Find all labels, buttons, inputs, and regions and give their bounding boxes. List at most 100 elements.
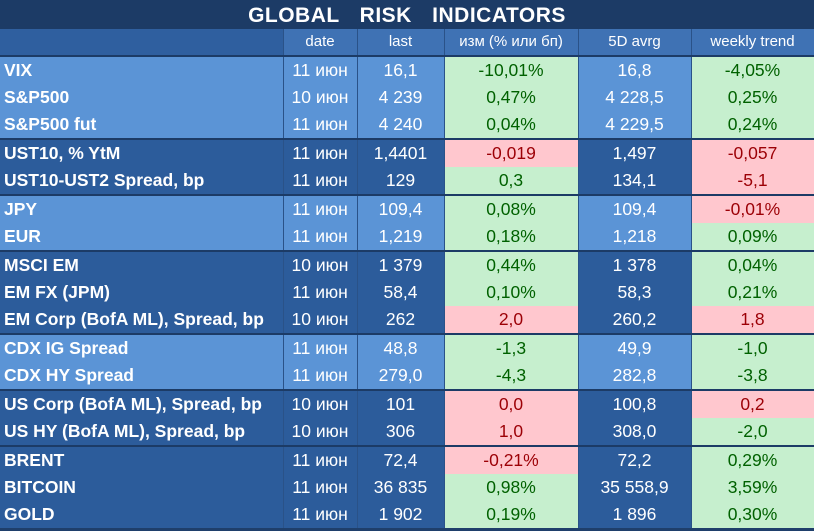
5d-average-cell: 1 378 — [578, 250, 692, 279]
date-cell: 11 июн — [283, 279, 358, 306]
indicator-name: GOLD — [0, 501, 284, 528]
date-cell: 11 июн — [283, 223, 358, 251]
weekly-trend-cell: 0,25% — [691, 84, 814, 111]
last-value-cell: 72,4 — [357, 445, 445, 474]
date-cell: 10 июн — [283, 389, 358, 418]
header-date: date — [283, 29, 358, 57]
table-row: CDX IG Spread 11 июн 48,8 -1,3 49,9 -1,0 — [0, 333, 814, 362]
table-row: US HY (BofA ML), Spread, bp 10 июн 306 1,0 3… — [0, 418, 814, 446]
indicator-name: BRENT — [0, 445, 284, 474]
last-value-cell: 58,4 — [357, 279, 445, 306]
weekly-trend-cell: 0,24% — [691, 111, 814, 139]
table-row: EM Corp (BofA ML), Spread, bp 10 июн 262 2,… — [0, 306, 814, 334]
last-value-cell: 36 835 — [357, 474, 445, 501]
5d-average-cell: 1 896 — [578, 501, 692, 528]
weekly-trend-cell: -5,1 — [691, 167, 814, 195]
table-row: MSCI EM 10 июн 1 379 0,44% 1 378 0,04% — [0, 250, 814, 279]
weekly-trend-cell: 0,09% — [691, 223, 814, 251]
header-weekly-trend: weekly trend — [691, 29, 814, 57]
change-cell: 0,19% — [444, 501, 579, 528]
indicator-name: US HY (BofA ML), Spread, bp — [0, 418, 284, 446]
change-cell: 0,10% — [444, 279, 579, 306]
date-cell: 10 июн — [283, 418, 358, 446]
header-last: last — [357, 29, 445, 57]
5d-average-cell: 35 558,9 — [578, 474, 692, 501]
last-value-cell: 262 — [357, 306, 445, 334]
indicator-name: UST10, % YtM — [0, 138, 284, 167]
5d-average-cell: 72,2 — [578, 445, 692, 474]
weekly-trend-cell: -3,8 — [691, 362, 814, 390]
5d-average-cell: 4 229,5 — [578, 111, 692, 139]
date-cell: 11 июн — [283, 474, 358, 501]
change-cell: 0,18% — [444, 223, 579, 251]
table-row: US Corp (BofA ML), Spread, bp 10 июн 101 0,… — [0, 389, 814, 418]
sheet-title: GLOBAL RISK INDICATORS — [0, 0, 814, 29]
date-cell: 10 июн — [283, 306, 358, 334]
5d-average-cell: 4 228,5 — [578, 84, 692, 111]
table-row: EUR 11 июн 1,219 0,18% 1,218 0,09% — [0, 223, 814, 251]
weekly-trend-cell: 1,8 — [691, 306, 814, 334]
table-row: CDX HY Spread 11 июн 279,0 -4,3 282,8 -3,8 — [0, 362, 814, 390]
change-cell: 0,0 — [444, 389, 579, 418]
5d-average-cell: 308,0 — [578, 418, 692, 446]
5d-average-cell: 1,218 — [578, 223, 692, 251]
date-cell: 11 июн — [283, 111, 358, 139]
change-cell: -10,01% — [444, 55, 579, 84]
change-cell: -0,21% — [444, 445, 579, 474]
last-value-cell: 16,1 — [357, 55, 445, 84]
header-change: изм (% или бп) — [444, 29, 579, 57]
last-value-cell: 1,219 — [357, 223, 445, 251]
date-cell: 10 июн — [283, 250, 358, 279]
5d-average-cell: 282,8 — [578, 362, 692, 390]
weekly-trend-cell: -0,057 — [691, 138, 814, 167]
last-value-cell: 4 239 — [357, 84, 445, 111]
date-cell: 10 июн — [283, 84, 358, 111]
last-value-cell: 306 — [357, 418, 445, 446]
change-cell: -4,3 — [444, 362, 579, 390]
change-cell: 0,04% — [444, 111, 579, 139]
last-value-cell: 4 240 — [357, 111, 445, 139]
change-cell: 0,44% — [444, 250, 579, 279]
change-cell: 1,0 — [444, 418, 579, 446]
change-cell: 0,98% — [444, 474, 579, 501]
last-value-cell: 1,4401 — [357, 138, 445, 167]
5d-average-cell: 49,9 — [578, 333, 692, 362]
indicator-name: CDX HY Spread — [0, 362, 284, 390]
last-value-cell: 129 — [357, 167, 445, 195]
weekly-trend-cell: -4,05% — [691, 55, 814, 84]
date-cell: 11 июн — [283, 167, 358, 195]
weekly-trend-cell: -0,01% — [691, 194, 814, 223]
last-value-cell: 48,8 — [357, 333, 445, 362]
header-5d-average: 5D avrg — [578, 29, 692, 57]
5d-average-cell: 16,8 — [578, 55, 692, 84]
table-row: S&P500 fut 11 июн 4 240 0,04% 4 229,5 0,24% — [0, 111, 814, 139]
last-value-cell: 279,0 — [357, 362, 445, 390]
indicator-name: UST10-UST2 Spread, bp — [0, 167, 284, 195]
last-value-cell: 109,4 — [357, 194, 445, 223]
date-cell: 11 июн — [283, 194, 358, 223]
change-cell: 0,08% — [444, 194, 579, 223]
weekly-trend-cell: 0,2 — [691, 389, 814, 418]
indicator-name: US Corp (BofA ML), Spread, bp — [0, 389, 284, 418]
indicator-name: S&P500 fut — [0, 111, 284, 139]
5d-average-cell: 100,8 — [578, 389, 692, 418]
indicator-name: EM Corp (BofA ML), Spread, bp — [0, 306, 284, 334]
indicator-name: EM FX (JPM) — [0, 279, 284, 306]
indicator-name: JPY — [0, 194, 284, 223]
5d-average-cell: 109,4 — [578, 194, 692, 223]
date-cell: 11 июн — [283, 55, 358, 84]
table-row: BRENT 11 июн 72,4 -0,21% 72,2 0,29% — [0, 445, 814, 474]
table-row: JPY 11 июн 109,4 0,08% 109,4 -0,01% — [0, 194, 814, 223]
indicators-table: date last изм (% или бп) 5D avrg weekly … — [0, 29, 814, 528]
table-row: GOLD 11 июн 1 902 0,19% 1 896 0,30% — [0, 501, 814, 528]
date-cell: 11 июн — [283, 501, 358, 528]
date-cell: 11 июн — [283, 445, 358, 474]
weekly-trend-cell: -2,0 — [691, 418, 814, 446]
5d-average-cell: 260,2 — [578, 306, 692, 334]
date-cell: 11 июн — [283, 138, 358, 167]
change-cell: 0,3 — [444, 167, 579, 195]
indicator-name: VIX — [0, 55, 284, 84]
indicator-name: MSCI EM — [0, 250, 284, 279]
table-row: BITCOIN 11 июн 36 835 0,98% 35 558,9 3,59% — [0, 474, 814, 501]
